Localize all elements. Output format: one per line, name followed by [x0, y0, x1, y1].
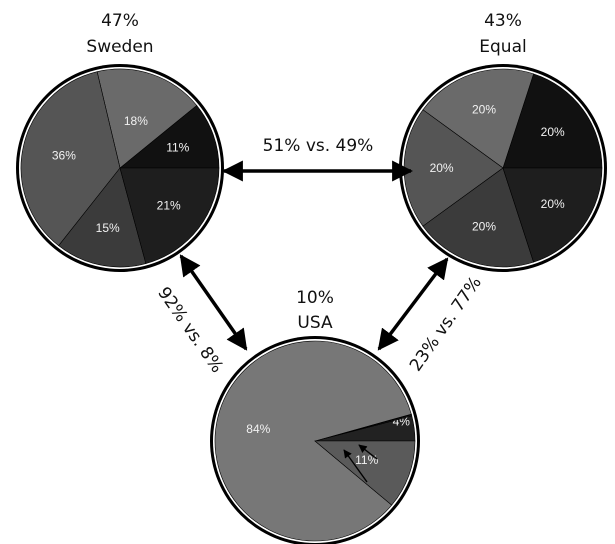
sweden-slice-1: [119, 104, 220, 169]
sweden-slice-4: [58, 167, 147, 268]
sweden-slice-5: [119, 167, 220, 264]
usa-slice-4-label: 84%: [246, 422, 270, 436]
equal-slice-4: [422, 167, 534, 268]
equal-share-label: 43%: [484, 11, 522, 31]
equal-slice-1: [502, 73, 603, 169]
equal-slice-3-label: 20%: [430, 161, 454, 175]
sweden-title: Sweden: [86, 37, 153, 57]
sweden-slice-5-label: 21%: [157, 198, 181, 212]
usa-slice-4: [214, 340, 412, 542]
sweden-slice-3-label: 36%: [52, 149, 76, 163]
sweden-share-label: 47%: [101, 11, 139, 31]
equal-slice-4-label: 20%: [472, 219, 496, 233]
sweden-slice-2-label: 18%: [124, 114, 148, 128]
equal-slice-5: [502, 167, 603, 263]
usa-0-2-pointer-arrow: [358, 444, 378, 460]
equal-title: Equal: [479, 37, 526, 57]
sweden-usa-comparison: 92% vs. 8%: [153, 283, 227, 376]
sweden-usa-arrow: [179, 254, 248, 351]
sweden-pie: 11% 18% 36% 15% 21%: [16, 64, 224, 272]
sweden-equal-comparison: 51% vs. 49%: [263, 136, 374, 156]
equal-slice-2: [422, 68, 534, 169]
equal-usa-comparison: 23% vs. 77%: [406, 273, 486, 375]
usa-share-label: 10%: [296, 288, 334, 308]
usa-pie: 4%0.2%0.1%84%11%: [210, 336, 420, 544]
equal-slice-5-label: 20%: [541, 197, 565, 211]
sweden-slice-1-label: 11%: [166, 140, 189, 154]
usa-slice-5: [314, 440, 416, 506]
equal-slice-2-label: 20%: [472, 103, 496, 117]
usa-slice-5-label: 11%: [355, 453, 378, 467]
usa-0-1-pointer-arrow: [343, 449, 368, 483]
equal-usa-arrow: [377, 257, 449, 351]
equal-slice-1-label: 20%: [541, 125, 565, 139]
sweden-slice-3: [20, 71, 121, 247]
usa-title: USA: [297, 313, 333, 333]
sweden-slice-2: [96, 68, 198, 169]
sweden-slice-4-label: 15%: [96, 221, 120, 235]
equal-pie: 20% 20% 20% 20% 20%: [399, 64, 607, 272]
